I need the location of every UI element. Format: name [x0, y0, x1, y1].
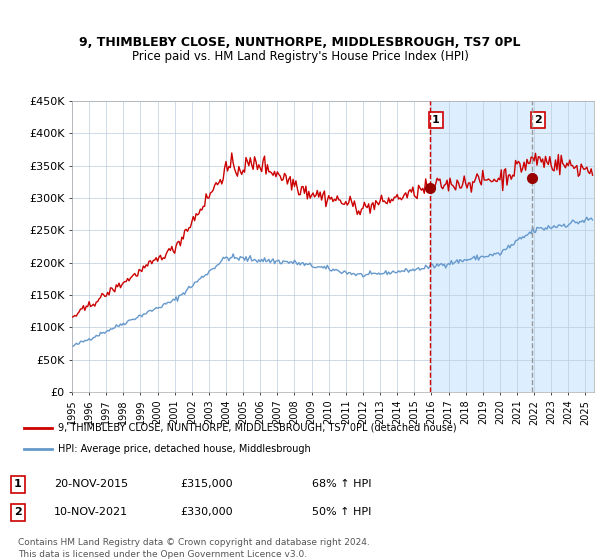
Text: 1: 1 — [14, 479, 22, 489]
Text: 1: 1 — [432, 115, 440, 125]
Text: 50% ↑ HPI: 50% ↑ HPI — [312, 507, 371, 517]
Text: 9, THIMBLEBY CLOSE, NUNTHORPE, MIDDLESBROUGH, TS7 0PL (detached house): 9, THIMBLEBY CLOSE, NUNTHORPE, MIDDLESBR… — [58, 423, 457, 433]
Text: 2: 2 — [14, 507, 22, 517]
Text: Price paid vs. HM Land Registry's House Price Index (HPI): Price paid vs. HM Land Registry's House … — [131, 50, 469, 63]
Bar — [430, 101, 594, 392]
Text: 2: 2 — [534, 115, 542, 125]
Text: HPI: Average price, detached house, Middlesbrough: HPI: Average price, detached house, Midd… — [58, 444, 311, 454]
Text: 10-NOV-2021: 10-NOV-2021 — [54, 507, 128, 517]
Text: Contains HM Land Registry data © Crown copyright and database right 2024.
This d: Contains HM Land Registry data © Crown c… — [18, 538, 370, 559]
Text: £330,000: £330,000 — [180, 507, 233, 517]
Text: 68% ↑ HPI: 68% ↑ HPI — [312, 479, 371, 489]
Text: 20-NOV-2015: 20-NOV-2015 — [54, 479, 128, 489]
Text: 9, THIMBLEBY CLOSE, NUNTHORPE, MIDDLESBROUGH, TS7 0PL: 9, THIMBLEBY CLOSE, NUNTHORPE, MIDDLESBR… — [79, 36, 521, 49]
Text: £315,000: £315,000 — [180, 479, 233, 489]
